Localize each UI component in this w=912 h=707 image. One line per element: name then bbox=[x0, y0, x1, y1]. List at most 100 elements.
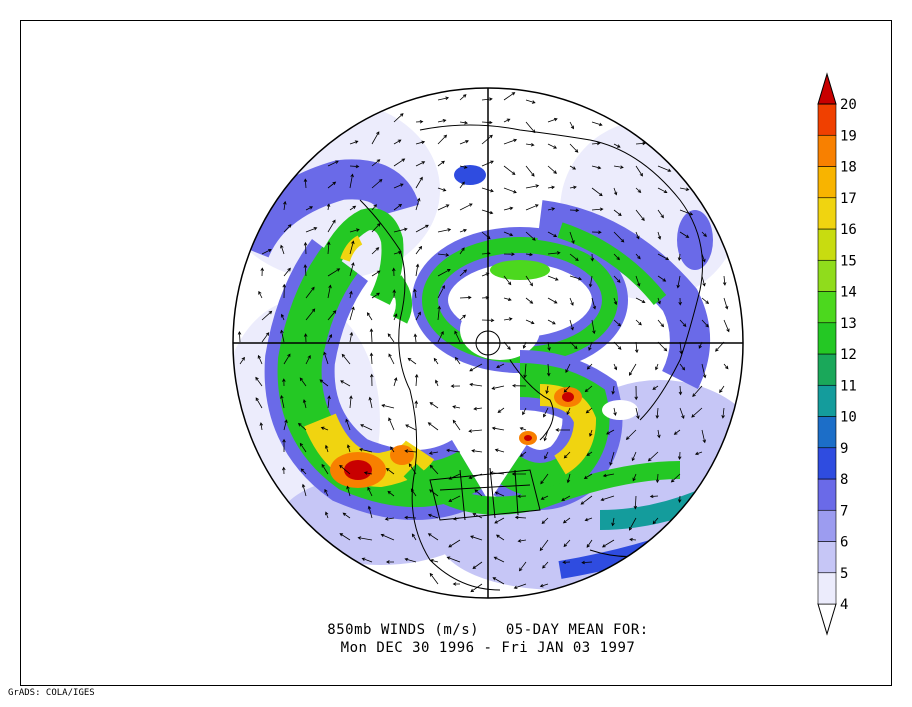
wind-arrow bbox=[369, 328, 374, 343]
wind-arrow bbox=[299, 442, 307, 453]
wind-arrow bbox=[437, 119, 447, 123]
wind-arrow bbox=[722, 275, 727, 286]
wind-arrow bbox=[470, 535, 483, 541]
wind-arrow bbox=[472, 513, 483, 519]
wind-arrow bbox=[368, 396, 373, 409]
wind-arrow bbox=[404, 557, 417, 563]
wind-arrow bbox=[283, 419, 288, 431]
wind-arrow bbox=[393, 250, 402, 255]
wind-arrow bbox=[569, 143, 579, 153]
wind-arrow bbox=[387, 333, 395, 343]
wind-arrow bbox=[566, 407, 571, 416]
wind-arrow bbox=[525, 142, 535, 147]
wind-arrow bbox=[677, 495, 682, 503]
wind-arrow bbox=[437, 305, 441, 321]
wind-arrow bbox=[580, 495, 593, 505]
wind-arrow bbox=[473, 406, 483, 411]
wind-arrow bbox=[258, 290, 263, 299]
wind-arrow bbox=[237, 331, 242, 343]
wind-arrow bbox=[437, 96, 450, 101]
wind-arrow bbox=[429, 559, 439, 563]
colorbar-tick-label: 14 bbox=[840, 285, 857, 301]
wind-arrow bbox=[566, 473, 571, 484]
wind-arrow bbox=[635, 187, 642, 193]
wind-arrow bbox=[563, 451, 571, 459]
wind-arrow bbox=[613, 209, 622, 217]
wind-arrow bbox=[547, 275, 559, 281]
wind-arrow bbox=[459, 314, 466, 321]
wind-arrow bbox=[297, 422, 307, 431]
wind-arrow bbox=[319, 379, 329, 387]
wind-arrow bbox=[601, 539, 615, 548]
wind-arrow bbox=[459, 139, 469, 145]
wind-arrow bbox=[261, 332, 270, 343]
wind-arrow bbox=[433, 357, 439, 365]
colorbar-box bbox=[817, 259, 837, 292]
wind-arrow bbox=[349, 290, 353, 299]
wind-arrow bbox=[282, 378, 286, 387]
wind-arrow bbox=[393, 158, 406, 167]
wind-arrow bbox=[349, 240, 355, 255]
wind-arrow bbox=[349, 306, 355, 321]
wind-arrow bbox=[393, 139, 402, 145]
wind-arrow bbox=[446, 556, 461, 563]
wind-arrow bbox=[609, 451, 615, 466]
wind-arrow bbox=[547, 297, 558, 304]
wind-arrow bbox=[723, 297, 729, 310]
wind-arrow bbox=[676, 275, 681, 289]
wind-arrow bbox=[349, 331, 354, 343]
wind-arrow bbox=[255, 397, 263, 409]
wind-arrow bbox=[393, 227, 408, 233]
wind-arrow bbox=[427, 533, 439, 541]
wind-arrow bbox=[367, 486, 373, 497]
wind-arrow bbox=[339, 533, 351, 541]
wind-arrow bbox=[260, 267, 265, 277]
wind-arrow bbox=[371, 204, 377, 211]
wind-arrow bbox=[346, 485, 351, 497]
wind-arrow bbox=[452, 419, 461, 431]
wind-arrow bbox=[569, 165, 577, 170]
colorbar-box bbox=[817, 416, 837, 449]
wind-arrow bbox=[635, 319, 642, 326]
wind-arrow bbox=[392, 289, 397, 299]
wind-arrow bbox=[339, 464, 351, 475]
wind-arrow bbox=[481, 134, 493, 145]
wind-arrow bbox=[381, 403, 395, 409]
wind-arrow bbox=[723, 363, 729, 370]
wind-arrow bbox=[513, 583, 527, 590]
wind-arrow bbox=[415, 176, 423, 189]
wind-arrow bbox=[283, 200, 287, 211]
wind-arrow bbox=[349, 395, 353, 409]
wind-arrow bbox=[345, 418, 351, 431]
wind-arrow bbox=[494, 491, 505, 497]
wind-arrow bbox=[358, 447, 373, 453]
wind-arrow bbox=[628, 517, 637, 531]
wind-arrow bbox=[652, 385, 659, 390]
wind-arrow bbox=[635, 209, 645, 222]
wind-arrow bbox=[613, 143, 621, 148]
wind-arrow bbox=[673, 429, 681, 435]
wind-arrow bbox=[283, 353, 291, 365]
wind-arrow bbox=[257, 354, 263, 365]
wind-arrow bbox=[415, 311, 421, 321]
wind-arrow bbox=[371, 270, 381, 277]
colorbar-tick-label: 7 bbox=[840, 503, 848, 519]
wind-arrow bbox=[437, 187, 447, 192]
wind-arrow bbox=[282, 466, 286, 475]
colorbar-tick-label: 4 bbox=[840, 597, 848, 613]
wind-arrow bbox=[320, 426, 329, 431]
wind-arrow bbox=[495, 534, 505, 541]
wind-arrow bbox=[503, 252, 515, 256]
wind-arrow bbox=[371, 178, 383, 189]
wind-arrow bbox=[496, 363, 505, 369]
wind-arrow bbox=[679, 209, 694, 216]
wind-arrow bbox=[525, 319, 535, 325]
wind-arrow bbox=[349, 164, 360, 169]
colorbar-tick-label: 13 bbox=[840, 316, 857, 332]
wind-arrow bbox=[692, 385, 703, 398]
wind-arrow bbox=[602, 473, 615, 478]
wind-arrow bbox=[569, 253, 579, 262]
wind-arrow bbox=[588, 275, 593, 288]
wind-arrow bbox=[326, 241, 331, 255]
